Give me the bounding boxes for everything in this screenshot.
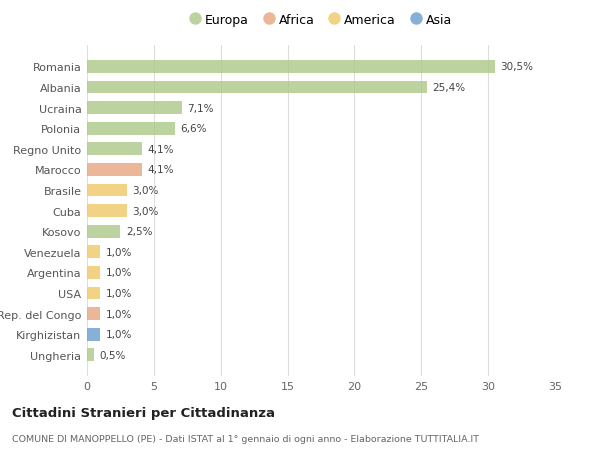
Bar xyxy=(87,246,100,258)
Bar xyxy=(87,328,100,341)
Text: Cittadini Stranieri per Cittadinanza: Cittadini Stranieri per Cittadinanza xyxy=(12,406,275,419)
Text: 0,5%: 0,5% xyxy=(99,350,125,360)
Bar xyxy=(87,287,100,300)
Bar xyxy=(87,225,121,238)
Text: 1,0%: 1,0% xyxy=(106,330,132,339)
Text: 7,1%: 7,1% xyxy=(187,103,214,113)
Text: 1,0%: 1,0% xyxy=(106,268,132,278)
Text: 3,0%: 3,0% xyxy=(133,206,159,216)
Bar xyxy=(87,266,100,279)
Bar xyxy=(87,308,100,320)
Bar xyxy=(87,61,495,73)
Text: 25,4%: 25,4% xyxy=(432,83,465,93)
Text: 1,0%: 1,0% xyxy=(106,309,132,319)
Legend: Europa, Africa, America, Asia: Europa, Africa, America, Asia xyxy=(190,14,452,27)
Text: 2,5%: 2,5% xyxy=(126,227,152,237)
Bar xyxy=(87,164,142,176)
Bar xyxy=(87,349,94,361)
Text: 4,1%: 4,1% xyxy=(147,165,173,175)
Bar xyxy=(87,102,182,115)
Text: 6,6%: 6,6% xyxy=(181,124,207,134)
Text: 4,1%: 4,1% xyxy=(147,145,173,155)
Text: COMUNE DI MANOPPELLO (PE) - Dati ISTAT al 1° gennaio di ogni anno - Elaborazione: COMUNE DI MANOPPELLO (PE) - Dati ISTAT a… xyxy=(12,434,479,443)
Bar xyxy=(87,184,127,197)
Bar xyxy=(87,205,127,218)
Text: 30,5%: 30,5% xyxy=(500,62,533,72)
Text: 3,0%: 3,0% xyxy=(133,185,159,196)
Text: 1,0%: 1,0% xyxy=(106,288,132,298)
Bar xyxy=(87,143,142,156)
Bar xyxy=(87,81,427,94)
Text: 1,0%: 1,0% xyxy=(106,247,132,257)
Bar xyxy=(87,123,175,135)
